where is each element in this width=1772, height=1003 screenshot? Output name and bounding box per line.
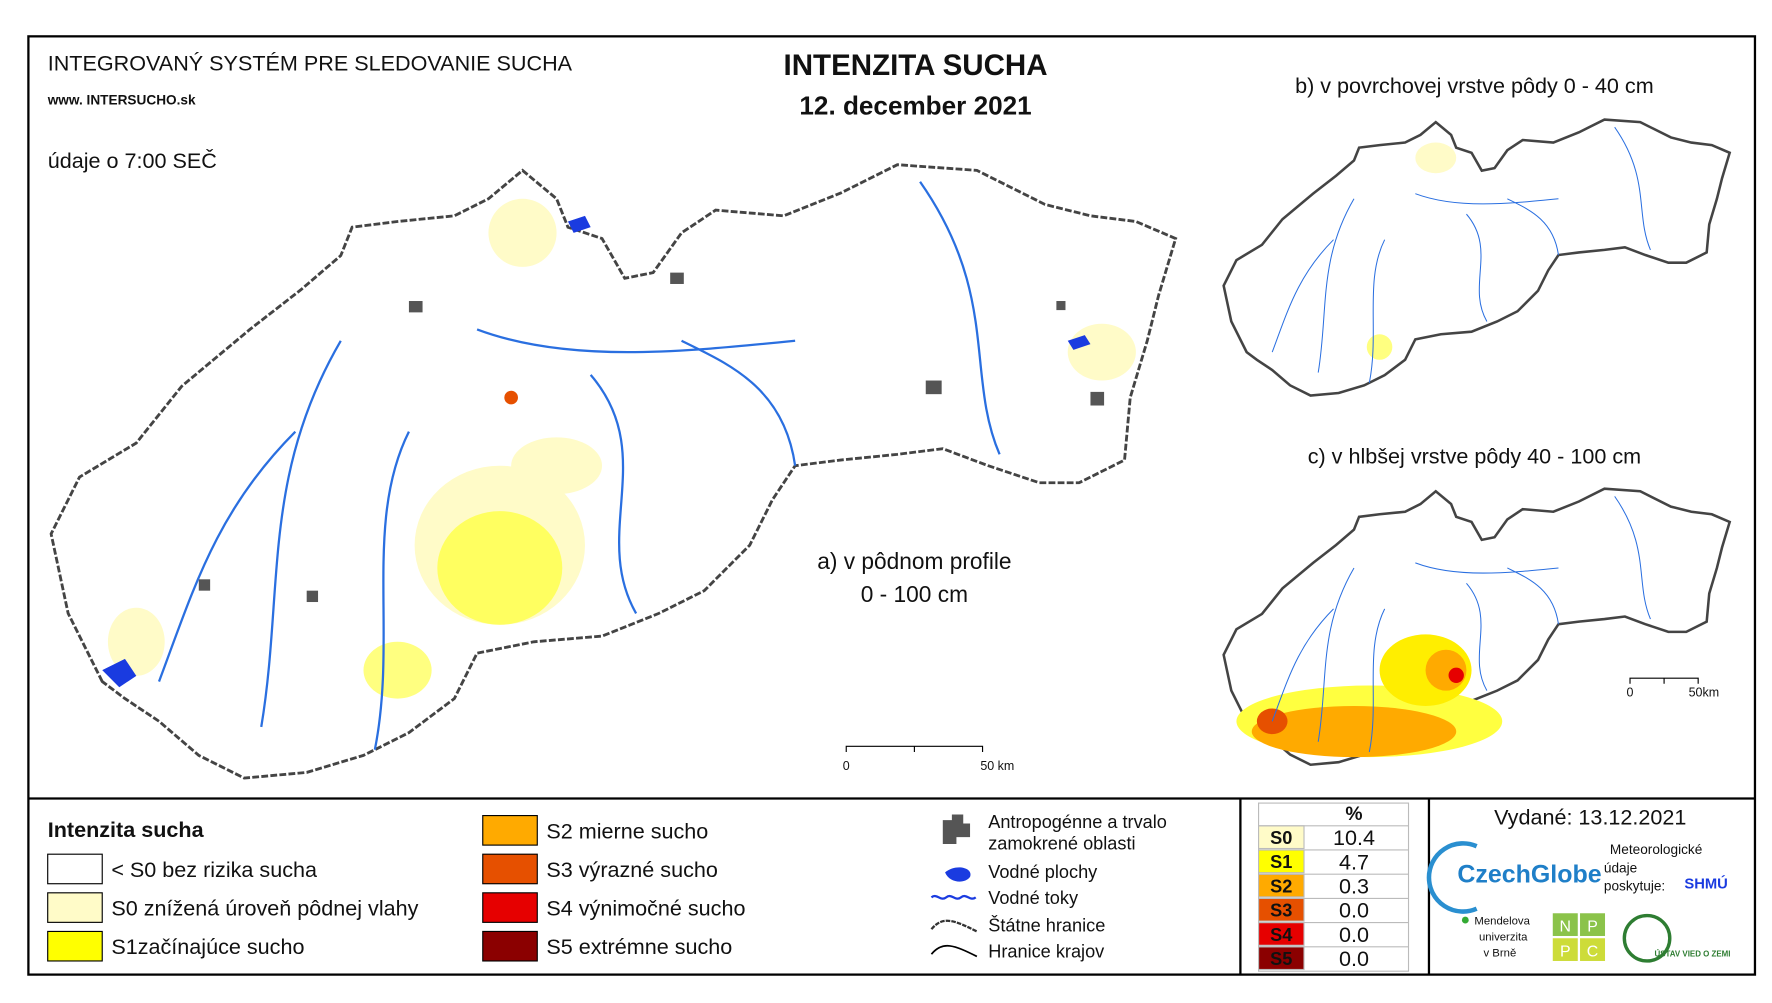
table-class: S4 bbox=[1270, 925, 1292, 945]
scale-label: 50km bbox=[1689, 685, 1720, 699]
scale-label: 0 bbox=[1627, 685, 1634, 699]
map-label: 0 - 100 cm bbox=[861, 581, 968, 607]
table-value: 0.3 bbox=[1339, 873, 1369, 898]
logo-text: ÚSTAV VIED O ZEMI bbox=[1654, 949, 1730, 958]
legend-swatch bbox=[482, 853, 538, 885]
map-a bbox=[49, 163, 1178, 780]
credit-text: Mendelova bbox=[1474, 916, 1530, 928]
title: INTENZITA SUCHA bbox=[784, 49, 1048, 82]
legend-swatch bbox=[482, 930, 538, 962]
date: 12. december 2021 bbox=[799, 91, 1031, 121]
map-legend-label: Vodné toky bbox=[988, 888, 1079, 908]
logo-text: C bbox=[1587, 943, 1598, 960]
table-class: S1 bbox=[1270, 852, 1292, 872]
map-legend-label: Štátne hranice bbox=[988, 914, 1105, 935]
map-legend-label: zamokrené oblasti bbox=[988, 834, 1135, 854]
table-value: 0.0 bbox=[1339, 946, 1369, 971]
map-legend-label: Antropogénne a trvalo bbox=[988, 812, 1167, 832]
legend-label: S4 výnimočné sucho bbox=[546, 896, 745, 921]
legend-swatch bbox=[47, 892, 103, 923]
credit-text: v Brně bbox=[1483, 947, 1516, 959]
scale-label: 50 km bbox=[980, 759, 1014, 773]
scale-bar bbox=[1629, 677, 1699, 684]
map-legend-label: Vodné plochy bbox=[988, 862, 1098, 882]
table-value: 0.0 bbox=[1339, 898, 1369, 923]
logo-text: N bbox=[1560, 918, 1571, 935]
legend-label: S2 mierne sucho bbox=[546, 818, 708, 843]
credit-text: poskytuje: bbox=[1604, 879, 1665, 894]
map-legend-label: Hranice krajov bbox=[988, 942, 1105, 962]
table-value: 0.0 bbox=[1339, 922, 1369, 947]
system-name: INTEGROVANÝ SYSTÉM PRE SLEDOVANIE SUCHA bbox=[48, 50, 573, 75]
table-header: % bbox=[1345, 804, 1362, 825]
logo-text: SHMÚ bbox=[1684, 874, 1727, 892]
legend-swatch bbox=[482, 815, 538, 846]
legend-label: S1začínajúce sucho bbox=[111, 934, 304, 959]
legend: < S0 bez rizika sucha S0 znížená úroveň p… bbox=[47, 815, 745, 962]
legend-title: Intenzita sucha bbox=[48, 817, 205, 842]
table-class: S0 bbox=[1270, 828, 1292, 848]
map-label: c) v hlbšej vrstve pôdy 40 - 100 cm bbox=[1308, 443, 1641, 468]
credit-text: univerzita bbox=[1479, 932, 1528, 944]
table-value: 4.7 bbox=[1339, 849, 1369, 874]
table-class: S5 bbox=[1270, 949, 1292, 969]
logo-text: P bbox=[1587, 918, 1598, 935]
credit-text: údaje bbox=[1604, 860, 1637, 875]
map-c bbox=[1222, 487, 1731, 767]
table-class: S2 bbox=[1270, 876, 1292, 896]
legend-swatch bbox=[47, 853, 103, 885]
legend-swatch bbox=[47, 930, 103, 962]
time-note: údaje o 7:00 SEČ bbox=[48, 148, 217, 173]
legend-label: < S0 bez rizika sucha bbox=[111, 857, 317, 882]
logo-text: CzechGlobe bbox=[1457, 861, 1601, 889]
map-legend: Antropogénne a trvalo zamokrené oblasti … bbox=[930, 812, 1167, 962]
map-b bbox=[1222, 118, 1731, 397]
logo-text: P bbox=[1560, 943, 1571, 960]
issued-date: Vydané: 13.12.2021 bbox=[1494, 805, 1686, 830]
legend-label: S3 výrazné sucho bbox=[546, 857, 718, 882]
scale-label: 0 bbox=[843, 759, 850, 773]
legend-label: S5 extrémne sucho bbox=[546, 934, 732, 959]
legend-label: S0 znížená úroveň pôdnej vlahy bbox=[111, 896, 418, 921]
credit-text: Meteorologické bbox=[1610, 842, 1702, 857]
legend-swatch bbox=[482, 892, 538, 923]
table-class: S3 bbox=[1270, 901, 1292, 921]
table-value: 10.4 bbox=[1333, 825, 1375, 850]
website: www. INTERSUCHO.sk bbox=[47, 93, 196, 108]
scale-bar bbox=[845, 745, 984, 752]
stats-table: % S0 10.4 S1 4.7 S2 0.3 S3 0.0 S4 0.0 S5 0.0 bbox=[1258, 802, 1410, 972]
credits: CzechGlobe Meteorologické údaje poskytuj… bbox=[1426, 841, 1730, 963]
map-label: b) v povrchovej vrstve pôdy 0 - 40 cm bbox=[1295, 73, 1654, 98]
map-label: a) v pôdnom profile bbox=[817, 548, 1011, 574]
